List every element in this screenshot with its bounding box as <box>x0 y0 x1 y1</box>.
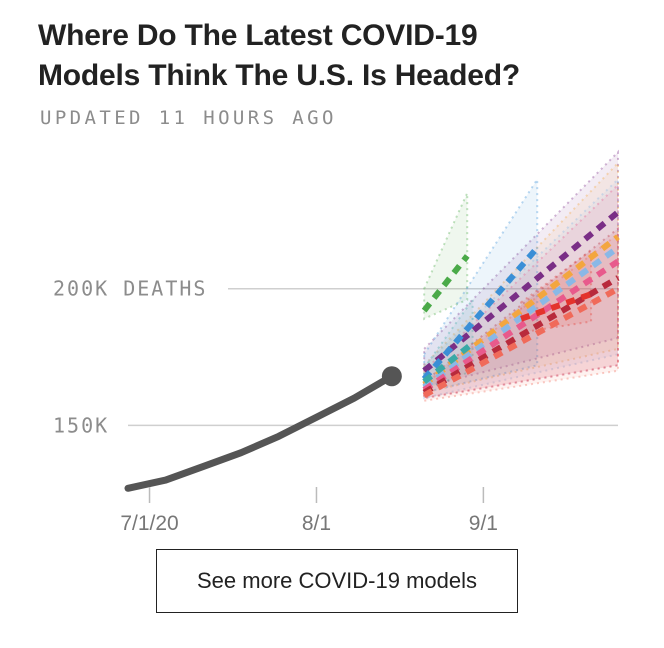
forecast-line-purple <box>422 209 620 374</box>
forecast-line-blue <box>421 245 540 381</box>
y-tick-label: 200K DEATHS <box>53 277 207 301</box>
forecast-line-coral <box>422 286 620 398</box>
x-tick-label: 7/1/20 <box>120 512 178 535</box>
chart-title-line-1: Where Do The Latest COVID-19 <box>38 19 478 52</box>
forecast-lines <box>421 209 620 398</box>
forecast-chart: 150K 200K DEATHS 7/1/20 8/1 9/1 <box>53 149 620 535</box>
updated-timestamp: UPDATED 11 HOURS AGO <box>40 107 337 129</box>
x-tick-label: 8/1 <box>302 512 331 535</box>
forecast-line-dark-red <box>422 275 620 396</box>
x-tick-label: 9/1 <box>469 512 498 535</box>
see-more-models-button[interactable]: See more COVID-19 models <box>156 549 518 613</box>
axis-layer: 150K 200K DEATHS 7/1/20 8/1 9/1 <box>53 277 498 535</box>
forecast-line-red <box>520 291 593 322</box>
y-tick-label: 150K <box>53 413 109 437</box>
forecast-line-green <box>421 254 470 313</box>
observed-deaths-line <box>124 372 396 492</box>
forecast-line-pink <box>422 258 620 393</box>
observed-latest-point <box>381 366 402 387</box>
chart-title: Where Do The Latest COVID-19 Models Thin… <box>38 16 638 96</box>
chart-title-line-2: Models Think The U.S. Is Headed? <box>38 59 521 92</box>
observed-series <box>124 366 402 492</box>
forecast-line-teal <box>422 341 475 385</box>
forecast-band-green <box>423 192 469 321</box>
forecast-band-light-blue <box>423 177 619 400</box>
